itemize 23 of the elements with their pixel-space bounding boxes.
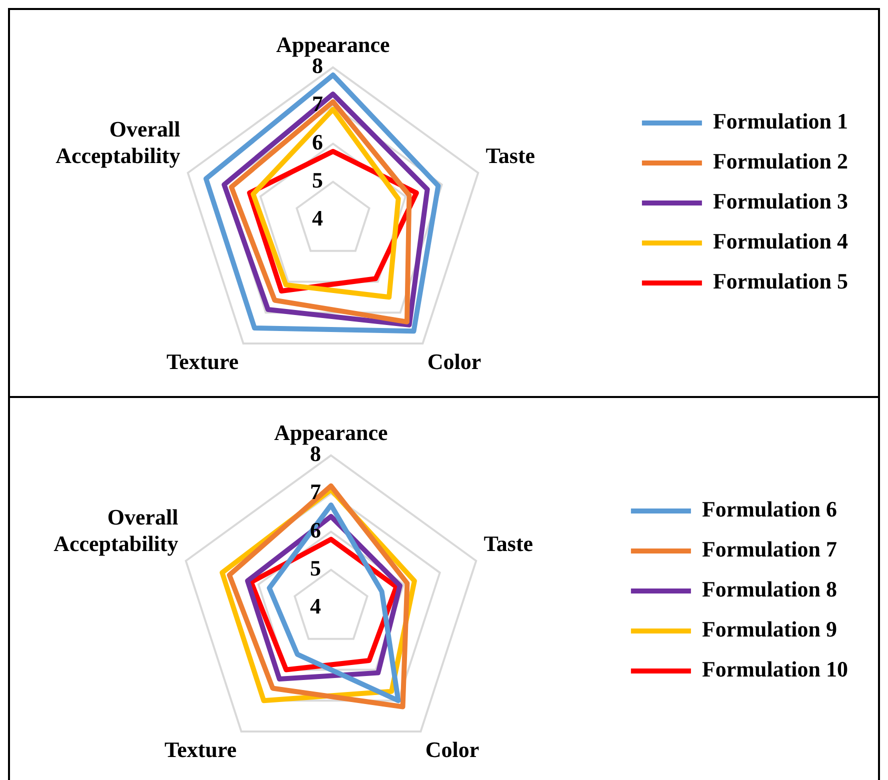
spoke-label: Taste [484, 530, 534, 556]
y-tick-label: 4 [312, 206, 323, 231]
spoke-label: Texture [164, 736, 237, 762]
y-tick-label: 5 [312, 168, 323, 193]
legend-label: Formulation 9 [702, 616, 838, 642]
spoke-label: Color [427, 348, 482, 374]
y-tick-label: 6 [312, 129, 323, 154]
legend-label: Formulation 2 [712, 148, 848, 174]
spoke-label: Overall Acceptability [56, 116, 180, 168]
spoke-label: Color [425, 736, 480, 762]
legend-label: Formulation 4 [712, 228, 848, 254]
spoke-label: Taste [486, 142, 536, 168]
legend-label: Formulation 1 [712, 108, 848, 134]
legend-label: Formulation 6 [702, 496, 838, 522]
y-tick-label: 4 [310, 594, 321, 619]
legend-label: Formulation 10 [702, 656, 848, 682]
legend-label: Formulation 3 [712, 188, 848, 214]
legend-label: Formulation 5 [712, 268, 848, 294]
y-tick-label: 5 [310, 556, 321, 581]
legend-label: Formulation 7 [702, 536, 838, 562]
legend-label: Formulation 8 [702, 576, 838, 602]
spoke-label: Overall Acceptability [54, 504, 178, 556]
spoke-label: Texture [166, 348, 239, 374]
